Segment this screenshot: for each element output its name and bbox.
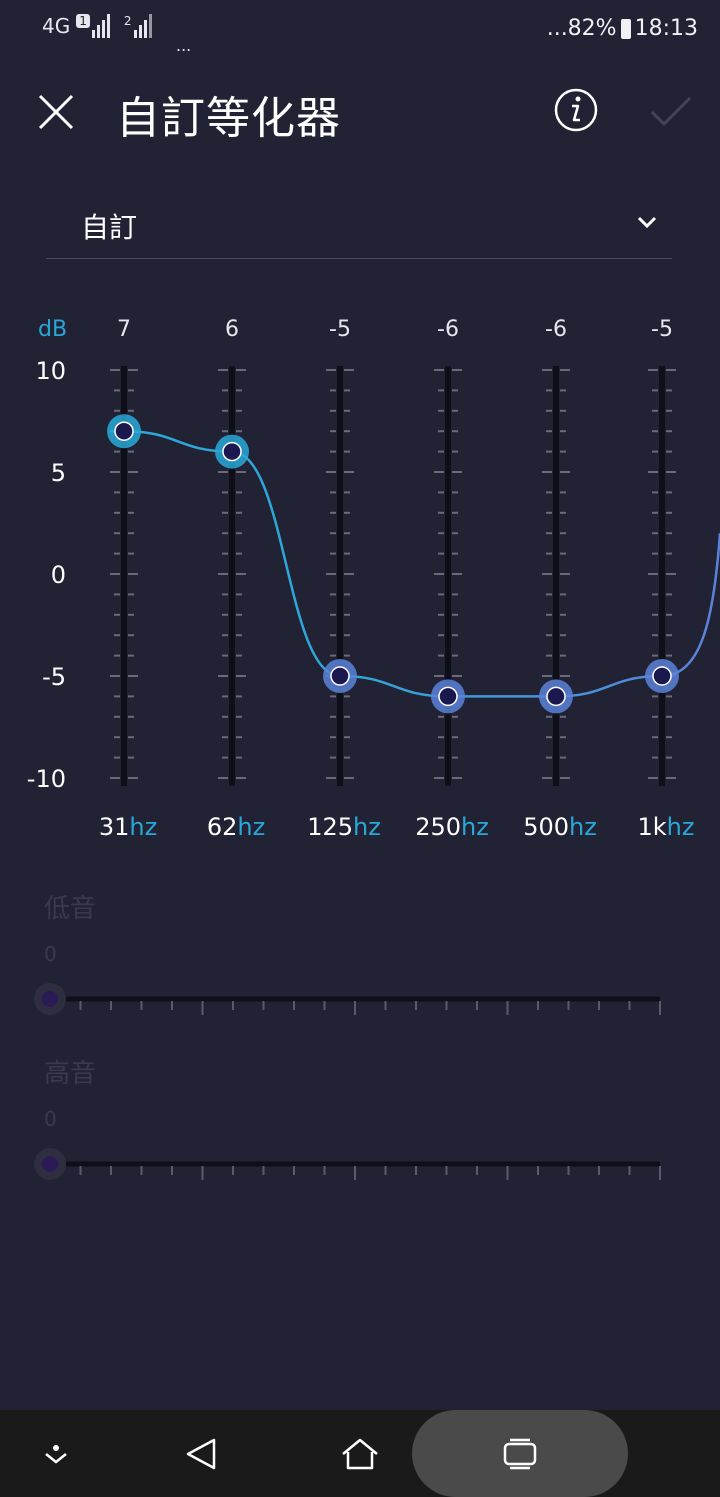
sim1-badge: 1 <box>76 14 90 28</box>
scale-label: 0 <box>51 561 66 589</box>
band-gain-label: -6 <box>437 317 459 342</box>
scale-label: -5 <box>42 663 66 691</box>
db-label: dB <box>38 317 67 342</box>
bass-slider[interactable] <box>30 968 670 1018</box>
signal-icon-sim1 <box>91 14 110 38</box>
band-handle[interactable] <box>539 679 573 714</box>
slider-handle[interactable] <box>42 1156 58 1172</box>
band-handle[interactable] <box>645 659 679 693</box>
band-gain-label: -6 <box>545 317 567 342</box>
recents-highlight <box>412 1410 628 1497</box>
treble-slider[interactable] <box>30 1133 670 1183</box>
scale-label: -10 <box>27 765 66 793</box>
band-frequency-label: 250hz <box>415 813 489 841</box>
band-frequency-label: 500hz <box>523 813 597 841</box>
bass-value: 0 <box>44 942 57 966</box>
band-gain-label: -5 <box>329 317 351 342</box>
sim2-badge: 2 <box>123 14 132 28</box>
band-handle[interactable] <box>107 414 141 449</box>
app-header: 自訂等化器 <box>0 60 720 170</box>
notification-drawer-icon[interactable] <box>40 1440 72 1468</box>
clock: 18:13 <box>634 16 698 41</box>
band-frequency-label: 62hz <box>207 813 265 841</box>
treble-label: 高音 <box>44 1059 97 1089</box>
recents-icon[interactable] <box>502 1438 538 1470</box>
band-frequency-label: 1khz <box>638 813 695 841</box>
scale-label: 10 <box>35 357 66 385</box>
home-icon[interactable] <box>340 1436 380 1472</box>
status-bar: 4G 1 2 ... ...82% 18:13 <box>0 0 720 60</box>
back-icon[interactable] <box>184 1436 220 1472</box>
band-frequency-label: 125hz <box>307 813 381 841</box>
notification-more: ... <box>176 36 192 55</box>
band-handle[interactable] <box>323 659 357 693</box>
band-gain-label: -5 <box>651 317 673 342</box>
network-type: 4G <box>42 14 71 38</box>
equalizer-chart: dB 10 5 0 -5 -10 7 6 -5 -6 -6 -5 31hz 62hz 125hz 250hz 5… <box>27 317 720 841</box>
battery-percent: ...82% <box>546 16 617 41</box>
treble-control: 高音 0 <box>0 1053 720 1193</box>
check-icon[interactable] <box>648 92 694 132</box>
band-gain-label: 7 <box>117 317 131 342</box>
preset-dropdown[interactable]: 自訂 <box>46 190 672 259</box>
page-title: 自訂等化器 <box>116 93 341 144</box>
close-icon[interactable] <box>36 92 76 132</box>
band-handle[interactable] <box>215 434 249 469</box>
signal-icon-sim2 <box>133 14 152 38</box>
battery-icon <box>620 18 631 39</box>
preset-selected: 自訂 <box>81 211 138 244</box>
chevron-down-icon <box>637 216 657 229</box>
scale-label: 5 <box>51 459 66 487</box>
band-handle[interactable] <box>431 679 465 714</box>
eq-curve <box>110 429 720 698</box>
treble-value: 0 <box>44 1107 57 1131</box>
slider-handle[interactable] <box>42 991 58 1007</box>
band-frequency-label: 31hz <box>99 813 157 841</box>
band-gain-label: 6 <box>225 317 239 342</box>
bass-label: 低音 <box>44 894 97 924</box>
equalizer-panel: dB 10 5 0 -5 -10 7 6 -5 -6 -6 -5 31hz 62hz 125hz 250hz 5… <box>0 300 720 860</box>
info-icon[interactable] <box>553 87 599 133</box>
navigation-bar <box>0 1410 720 1497</box>
bass-control: 低音 0 <box>0 888 720 1028</box>
status-right: ...82% 18:13 <box>547 16 698 41</box>
status-left: 4G 1 2 <box>42 14 152 38</box>
